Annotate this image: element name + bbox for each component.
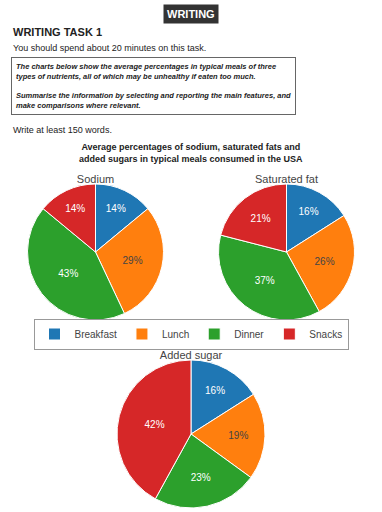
svg-text:29%: 29% [123,255,143,266]
svg-text:Snacks: Snacks [309,329,342,340]
svg-text:43%: 43% [58,268,78,279]
svg-text:WRITING: WRITING [167,8,215,20]
svg-text:23%: 23% [191,472,211,483]
svg-text:Added sugar: Added sugar [160,349,223,361]
svg-text:42%: 42% [145,419,165,430]
svg-text:21%: 21% [251,213,271,224]
svg-text:Lunch: Lunch [162,329,189,340]
svg-text:14%: 14% [65,203,85,214]
svg-text:19%: 19% [228,430,248,441]
svg-text:The charts below show the aver: The charts below show the average percen… [16,62,291,110]
svg-text:Breakfast: Breakfast [75,329,117,340]
svg-text:Sodium: Sodium [77,173,114,185]
svg-text:Saturated fat: Saturated fat [255,173,318,185]
svg-text:Dinner: Dinner [234,329,264,340]
svg-text:Average percentages of sodium,: Average percentages of sodium, saturated… [79,142,303,164]
svg-text:Write at least 150 words.: Write at least 150 words. [13,125,112,135]
svg-text:26%: 26% [315,256,335,267]
svg-text:16%: 16% [299,206,319,217]
svg-text:You should spend about 20 minu: You should spend about 20 minutes on thi… [13,43,206,53]
svg-text:14%: 14% [106,203,126,214]
svg-text:WRITING TASK 1: WRITING TASK 1 [13,26,102,38]
svg-text:37%: 37% [255,275,275,286]
svg-text:16%: 16% [205,385,225,396]
